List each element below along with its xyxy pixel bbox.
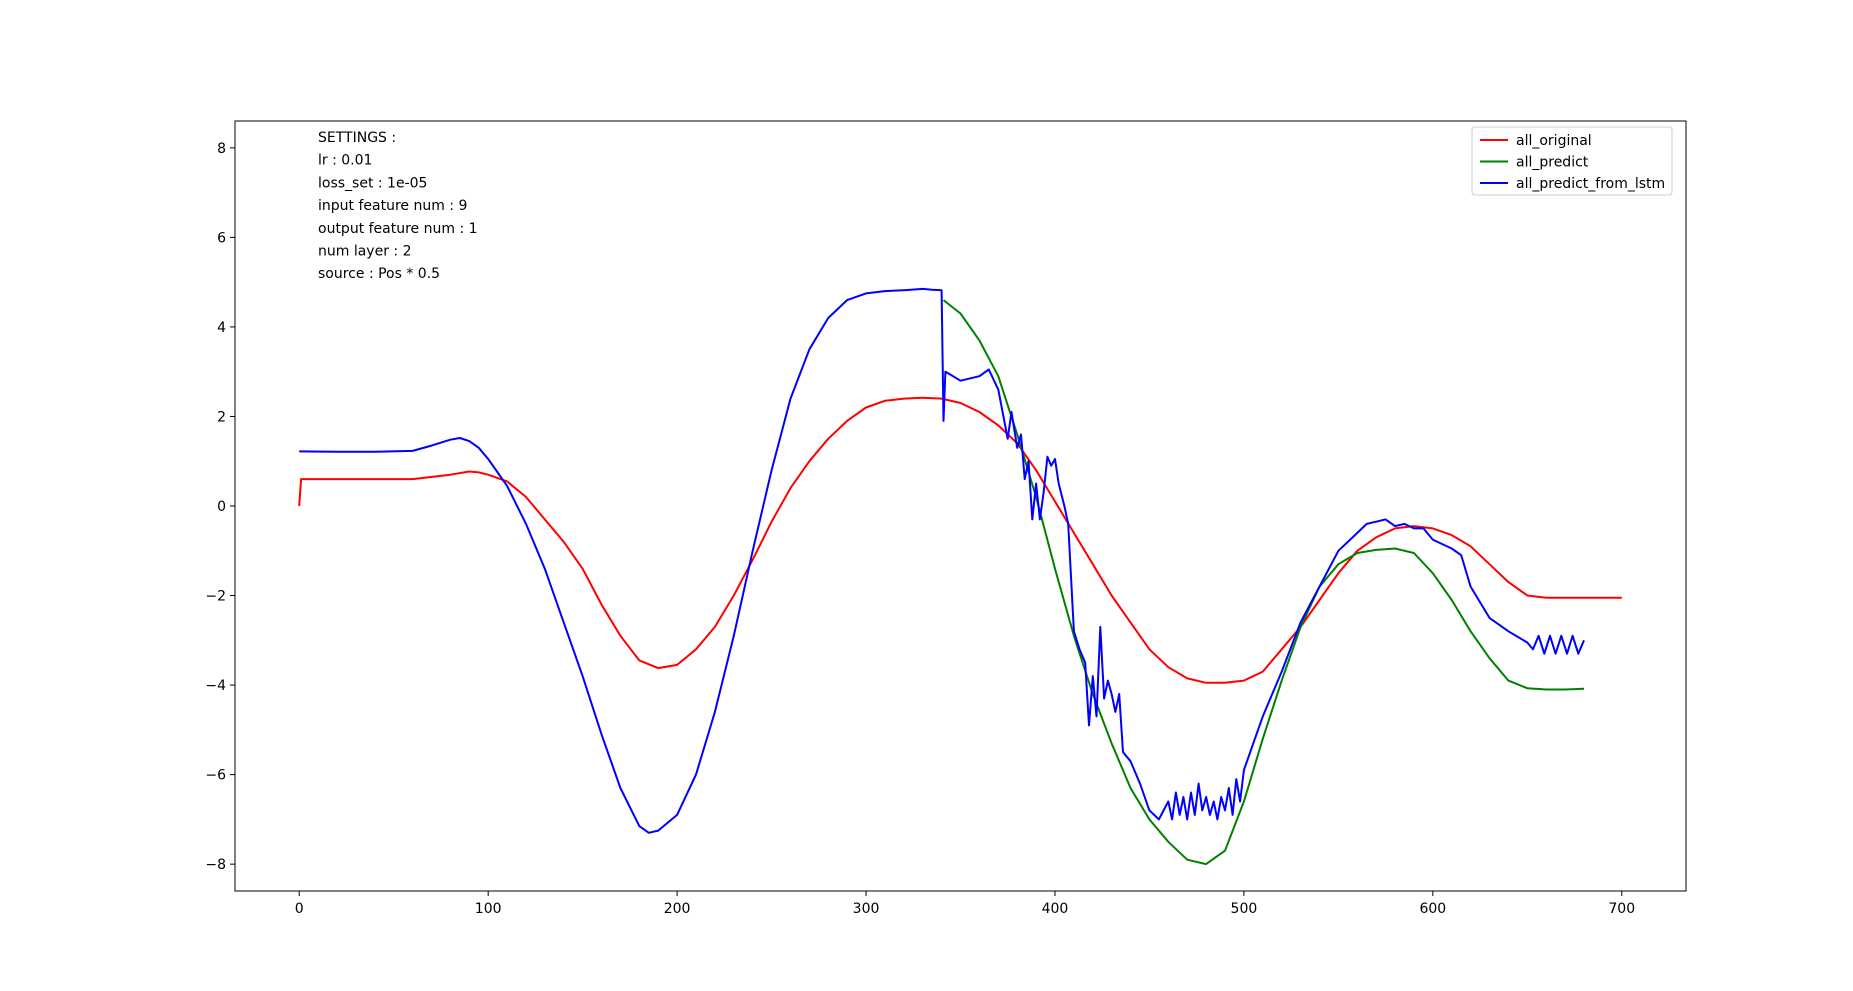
y-tick-label: 0: [217, 499, 226, 515]
settings-line: input feature num : 9: [318, 198, 467, 214]
y-tick-label: 8: [217, 141, 226, 157]
legend-label: all_predict_from_lstm: [1516, 176, 1665, 192]
y-axis: −8 −6 −4 −2 0 2 4 6 8: [205, 141, 235, 873]
x-axis: 0 100 200 300 400 500 600 700: [295, 891, 1635, 917]
x-tick-label: 500: [1231, 901, 1258, 917]
settings-line: SETTINGS :: [318, 130, 396, 146]
y-tick-label: −2: [205, 589, 226, 605]
x-tick-label: 300: [853, 901, 880, 917]
x-tick-label: 0: [295, 901, 304, 917]
series-layer: [298, 287, 1622, 866]
legend-label: all_predict: [1516, 155, 1589, 171]
y-tick-label: 6: [217, 230, 226, 246]
settings-line: loss_set : 1e-05: [318, 175, 427, 191]
series-line-all-predict: [942, 299, 1585, 866]
y-tick-label: 4: [217, 320, 226, 336]
series-line-all-original: [298, 396, 1622, 684]
x-tick-label: 100: [475, 901, 502, 917]
series-line-all-predict-from-lstm: [299, 287, 1585, 834]
y-tick-label: 2: [217, 409, 226, 425]
settings-line: source : Pos * 0.5: [318, 266, 440, 282]
x-tick-label: 600: [1419, 901, 1446, 917]
x-tick-label: 700: [1608, 901, 1635, 917]
settings-line: num layer : 2: [318, 244, 411, 260]
y-tick-label: −4: [205, 678, 226, 694]
x-tick-label: 200: [664, 901, 691, 917]
legend-label: all_original: [1516, 133, 1592, 149]
legend: all_original all_predict all_predict_from_…: [1471, 126, 1673, 196]
y-tick-label: −6: [205, 768, 226, 784]
settings-annotation: SETTINGS : lr : 0.01 loss_set : 1e-05 input…: [318, 130, 478, 282]
settings-line: output feature num : 1: [318, 221, 478, 237]
legend-box: [1471, 126, 1673, 196]
y-tick-label: −8: [205, 857, 226, 873]
settings-line: lr : 0.01: [318, 153, 372, 169]
x-tick-label: 400: [1042, 901, 1069, 917]
